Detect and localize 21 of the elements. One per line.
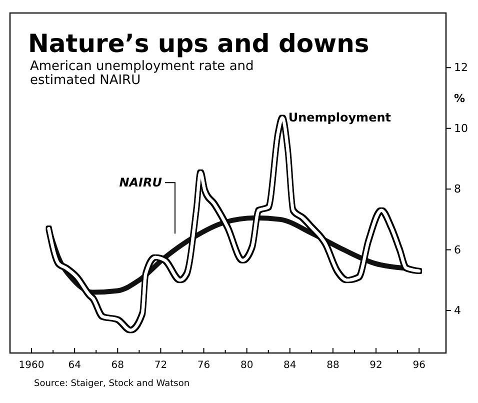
- x-tick-label: 1960: [18, 360, 44, 371]
- source-note: Source: Staiger, Stock and Watson: [34, 379, 190, 389]
- y-tick-label: 4: [454, 304, 461, 317]
- x-tick-label: 84: [284, 360, 296, 371]
- text: NAIRU: [119, 176, 162, 190]
- x-tick-label: 68: [111, 360, 124, 371]
- y-tick-label: 8: [454, 182, 461, 196]
- text: Nature’s ups and downs: [28, 29, 370, 58]
- x-tick-label: 80: [240, 360, 254, 371]
- x-tick-label: 72: [154, 360, 168, 371]
- y-axis-title: %: [454, 92, 466, 105]
- y-tick-label: 12: [454, 61, 468, 74]
- x-tick-label: 76: [197, 360, 210, 371]
- x-tick-label: 92: [370, 360, 382, 371]
- x-tick-label: 88: [326, 360, 340, 371]
- x-tick-label: 96: [412, 360, 426, 371]
- y-tick-label: 6: [454, 243, 461, 256]
- y-tick-label: 10: [454, 122, 468, 135]
- text: American unemployment rate and estimated NAIRU: [30, 59, 254, 88]
- x-tick-label: 64: [68, 360, 81, 371]
- series-label: Unemployment: [288, 110, 392, 125]
